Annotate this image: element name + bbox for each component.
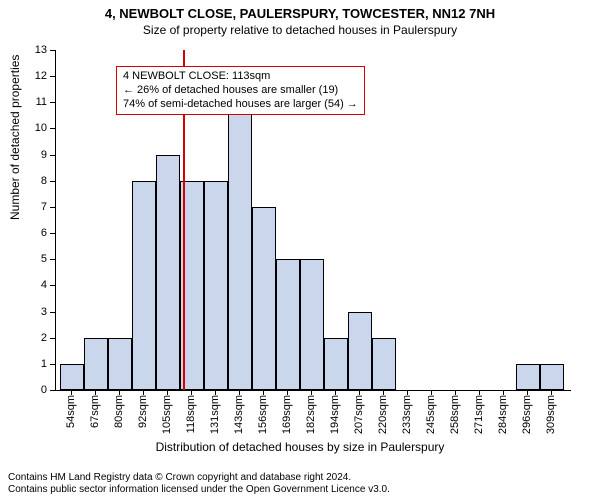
histogram-bar [276, 259, 300, 390]
x-tick-label: 309sqm [545, 395, 557, 434]
x-tick-label: 271sqm [473, 395, 485, 434]
x-tick-label: 156sqm [257, 395, 269, 434]
x-tick-label: 284sqm [497, 395, 509, 434]
x-tick-label: 67sqm [89, 395, 101, 428]
x-tick-label: 169sqm [281, 395, 293, 434]
x-tick-label: 131sqm [209, 395, 221, 434]
histogram-bar [516, 364, 540, 390]
x-tick-label: 233sqm [401, 395, 413, 434]
histogram-bar [540, 364, 564, 390]
y-tick-label: 10 [17, 122, 47, 134]
histogram-bar [252, 207, 276, 390]
histogram-bar [156, 155, 180, 390]
y-tick-label: 5 [17, 253, 47, 265]
y-tick-mark [50, 285, 55, 286]
chart-subtitle: Size of property relative to detached ho… [0, 21, 600, 37]
y-tick-label: 6 [17, 227, 47, 239]
chart-title: 4, NEWBOLT CLOSE, PAULERSPURY, TOWCESTER… [0, 0, 600, 21]
histogram-bar [84, 338, 108, 390]
y-tick-label: 2 [17, 332, 47, 344]
y-tick-label: 4 [17, 279, 47, 291]
histogram-bar [348, 312, 372, 390]
y-tick-mark [50, 181, 55, 182]
y-tick-label: 9 [17, 149, 47, 161]
x-tick-label: 194sqm [329, 395, 341, 434]
histogram-bar [108, 338, 132, 390]
y-tick-label: 7 [17, 201, 47, 213]
annotation-line: 74% of semi-detached houses are larger (… [123, 98, 358, 112]
histogram-bar [300, 259, 324, 390]
annotation-line: 4 NEWBOLT CLOSE: 113sqm [123, 70, 358, 84]
x-tick-label: 207sqm [353, 395, 365, 434]
y-tick-mark [50, 102, 55, 103]
footer-line-1: Contains HM Land Registry data © Crown c… [8, 472, 390, 484]
x-tick-label: 245sqm [425, 395, 437, 434]
y-tick-mark [50, 259, 55, 260]
y-tick-mark [50, 128, 55, 129]
y-tick-mark [50, 207, 55, 208]
x-tick-label: 118sqm [185, 395, 197, 433]
y-tick-label: 3 [17, 306, 47, 318]
x-tick-label: 54sqm [65, 395, 77, 428]
y-tick-label: 13 [17, 44, 47, 56]
histogram-bar [372, 338, 396, 390]
annotation-line: ← 26% of detached houses are smaller (19… [123, 84, 358, 98]
y-tick-label: 11 [17, 96, 47, 108]
x-axis-label: Distribution of detached houses by size … [0, 440, 600, 454]
footer-line-2: Contains public sector information licen… [8, 484, 390, 496]
y-tick-mark [50, 390, 55, 391]
x-tick-label: 258sqm [449, 395, 461, 434]
y-tick-label: 0 [17, 384, 47, 396]
x-tick-label: 220sqm [377, 395, 389, 434]
x-tick-label: 80sqm [113, 395, 125, 428]
y-tick-mark [50, 233, 55, 234]
y-tick-mark [50, 364, 55, 365]
y-tick-mark [50, 76, 55, 77]
y-tick-mark [50, 155, 55, 156]
plot-area: 4 NEWBOLT CLOSE: 113sqm← 26% of detached… [55, 50, 571, 391]
y-tick-label: 8 [17, 175, 47, 187]
plot-region: 4 NEWBOLT CLOSE: 113sqm← 26% of detached… [55, 50, 570, 390]
chart-container: 4, NEWBOLT CLOSE, PAULERSPURY, TOWCESTER… [0, 0, 600, 500]
y-tick-mark [50, 312, 55, 313]
y-tick-mark [50, 338, 55, 339]
x-tick-label: 143sqm [233, 395, 245, 434]
histogram-bar [60, 364, 84, 390]
x-tick-label: 105sqm [161, 395, 173, 434]
y-tick-label: 12 [17, 70, 47, 82]
x-tick-label: 296sqm [521, 395, 533, 434]
histogram-bar [228, 102, 252, 390]
annotation-box: 4 NEWBOLT CLOSE: 113sqm← 26% of detached… [116, 66, 365, 115]
histogram-bar [204, 181, 228, 390]
histogram-bar [132, 181, 156, 390]
x-tick-label: 182sqm [305, 395, 317, 434]
footer: Contains HM Land Registry data © Crown c… [8, 472, 390, 496]
x-tick-label: 92sqm [137, 395, 149, 428]
histogram-bar [324, 338, 348, 390]
y-tick-mark [50, 50, 55, 51]
y-tick-label: 1 [17, 358, 47, 370]
